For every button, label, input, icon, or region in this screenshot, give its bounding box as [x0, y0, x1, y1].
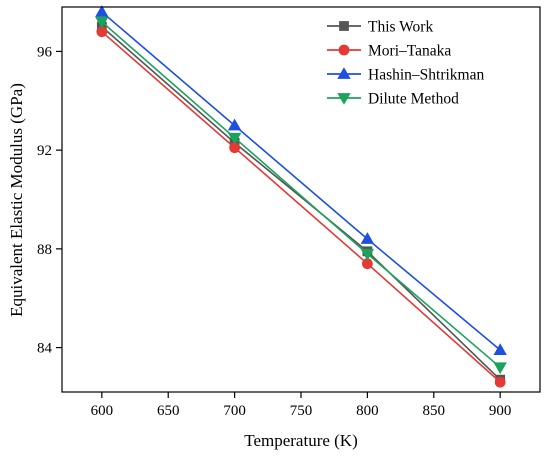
- data-point: [95, 5, 109, 17]
- x-tick-label: 800: [356, 403, 379, 419]
- series-line: [101, 31, 501, 383]
- x-tick-label: 700: [223, 403, 246, 419]
- x-tick-label: 750: [290, 403, 313, 419]
- series-line: [101, 11, 501, 351]
- data-point: [493, 343, 507, 355]
- legend-label: This Work: [368, 19, 433, 36]
- y-axis: 84 88 92 96: [37, 44, 62, 357]
- data-point: [95, 16, 109, 29]
- legend-item: This Work: [327, 19, 433, 36]
- x-tick-label: 900: [489, 403, 512, 419]
- data-point: [227, 132, 242, 145]
- data-point: [360, 232, 375, 244]
- data-point: [360, 248, 375, 261]
- data-point: [493, 362, 507, 375]
- legend-marker: [337, 67, 351, 79]
- series-line: [101, 26, 501, 381]
- legend-marker: [339, 21, 349, 31]
- legend-item: Dilute Method: [327, 91, 459, 108]
- y-tick-label: 84: [37, 341, 53, 357]
- y-tick-label: 96: [37, 44, 53, 60]
- x-tick-label: 600: [91, 403, 114, 419]
- x-tick-label: 650: [157, 403, 180, 419]
- x-axis: 600 650 700 750 800 850 900: [91, 392, 512, 419]
- series-layer: [95, 5, 507, 388]
- legend-label: Mori–Tanaka: [368, 43, 451, 60]
- legend-label: Hashin–Shtrikman: [368, 67, 484, 84]
- series-dilute-method: [95, 16, 507, 375]
- y-tick-label: 92: [37, 143, 52, 159]
- y-axis-title: Equivalent Elastic Modulus (GPa): [7, 83, 26, 317]
- legend-item: Mori–Tanaka: [327, 43, 451, 60]
- legend-item: Hashin–Shtrikman: [327, 67, 484, 84]
- series-line: [101, 21, 501, 368]
- series-mori-tanaka: [96, 26, 506, 388]
- data-point: [227, 118, 242, 131]
- x-axis-title: Temperature (K): [244, 431, 358, 450]
- legend-marker: [337, 93, 351, 105]
- y-tick-label: 88: [37, 242, 52, 258]
- data-point: [494, 376, 506, 388]
- legend-label: Dilute Method: [368, 91, 459, 108]
- series-hashin-shtrikman: [95, 5, 507, 355]
- legend-marker: [338, 44, 350, 56]
- legend: This Work Mori–Tanaka Hashin–Shtrikman Dilu…: [327, 19, 484, 108]
- x-tick-label: 850: [423, 403, 446, 419]
